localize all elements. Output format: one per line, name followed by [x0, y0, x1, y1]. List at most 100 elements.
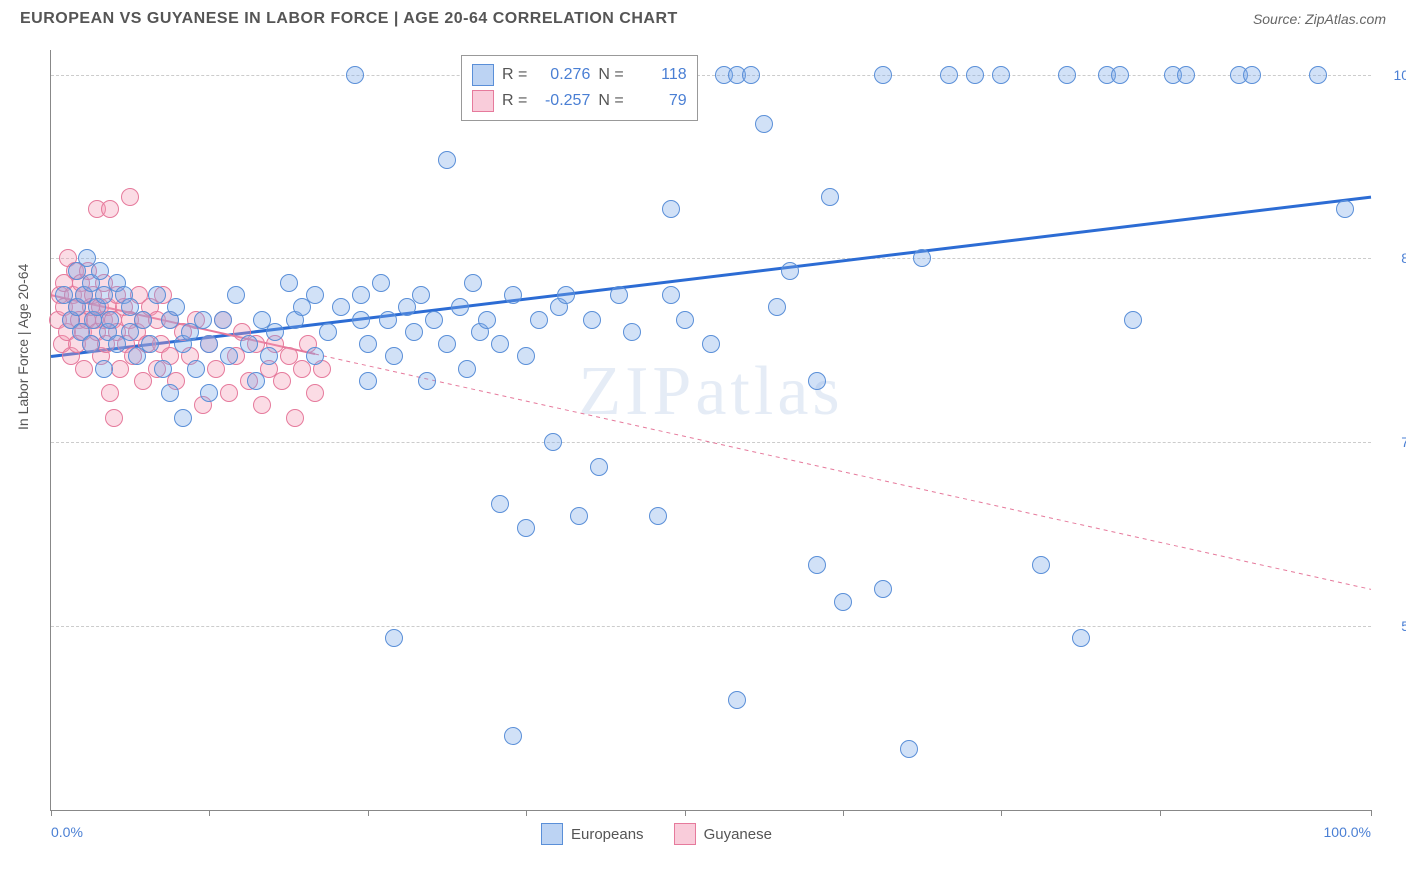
n-value: 79 [632, 92, 687, 110]
data-point [174, 409, 192, 427]
data-point [1032, 556, 1050, 574]
data-point [260, 347, 278, 365]
data-point [451, 298, 469, 316]
data-point [359, 335, 377, 353]
data-point [101, 200, 119, 218]
data-point [491, 335, 509, 353]
data-point [590, 458, 608, 476]
data-point [194, 311, 212, 329]
legend-item-guyanese: Guyanese [674, 823, 772, 845]
data-point [82, 335, 100, 353]
data-point [306, 286, 324, 304]
data-point [95, 360, 113, 378]
data-point [148, 286, 166, 304]
data-point [623, 323, 641, 341]
bottom-legend: Europeans Guyanese [541, 823, 772, 845]
data-point [570, 507, 588, 525]
data-point [768, 298, 786, 316]
data-point [1243, 66, 1261, 84]
data-point [359, 372, 377, 390]
gridline [51, 258, 1371, 259]
data-point [874, 580, 892, 598]
data-point [405, 323, 423, 341]
data-point [438, 151, 456, 169]
data-point [517, 519, 535, 537]
y-tick-label: 70.0% [1381, 434, 1406, 450]
swatch-pink-icon [674, 823, 696, 845]
data-point [101, 311, 119, 329]
legend-item-europeans: Europeans [541, 823, 644, 845]
data-point [332, 298, 350, 316]
gridline [51, 442, 1371, 443]
stats-row-blue: R = 0.276 N = 118 [472, 62, 687, 88]
data-point [187, 360, 205, 378]
data-point [418, 372, 436, 390]
swatch-blue-icon [472, 64, 494, 86]
data-point [105, 409, 123, 427]
n-value: 118 [632, 66, 687, 84]
data-point [134, 311, 152, 329]
data-point [464, 274, 482, 292]
data-point [240, 335, 258, 353]
legend-label: Guyanese [704, 826, 772, 843]
data-point [1336, 200, 1354, 218]
data-point [346, 66, 364, 84]
y-tick-label: 100.0% [1381, 67, 1406, 83]
n-label: N = [598, 92, 623, 110]
data-point [504, 286, 522, 304]
x-tick [1160, 810, 1161, 816]
data-point [91, 262, 109, 280]
stats-row-pink: R = -0.257 N = 79 [472, 88, 687, 114]
data-point [1309, 66, 1327, 84]
data-point [834, 593, 852, 611]
legend-label: Europeans [571, 826, 644, 843]
swatch-pink-icon [472, 90, 494, 112]
data-point [557, 286, 575, 304]
data-point [504, 727, 522, 745]
data-point [900, 740, 918, 758]
data-point [491, 495, 509, 513]
data-point [372, 274, 390, 292]
data-point [220, 384, 238, 402]
trend-line [315, 354, 1371, 589]
data-point [385, 629, 403, 647]
data-point [425, 311, 443, 329]
data-point [1058, 66, 1076, 84]
data-point [1072, 629, 1090, 647]
chart-title: EUROPEAN VS GUYANESE IN LABOR FORCE | AG… [20, 10, 678, 28]
data-point [544, 433, 562, 451]
data-point [742, 66, 760, 84]
data-point [154, 360, 172, 378]
data-point [266, 323, 284, 341]
data-point [75, 360, 93, 378]
data-point [200, 335, 218, 353]
x-tick [526, 810, 527, 816]
data-point [141, 335, 159, 353]
data-point [412, 286, 430, 304]
data-point [458, 360, 476, 378]
x-tick [368, 810, 369, 816]
y-axis-label: In Labor Force | Age 20-64 [15, 264, 31, 430]
data-point [319, 323, 337, 341]
r-label: R = [502, 66, 527, 84]
chart-header: EUROPEAN VS GUYANESE IN LABOR FORCE | AG… [0, 0, 1406, 33]
data-point [530, 311, 548, 329]
data-point [220, 347, 238, 365]
y-tick-label: 85.0% [1381, 250, 1406, 266]
data-point [676, 311, 694, 329]
data-point [121, 188, 139, 206]
data-point [821, 188, 839, 206]
x-tick [51, 810, 52, 816]
data-point [167, 298, 185, 316]
data-point [352, 286, 370, 304]
trend-lines-svg [51, 50, 1371, 810]
data-point [306, 347, 324, 365]
r-value: 0.276 [535, 66, 590, 84]
data-point [478, 311, 496, 329]
data-point [438, 335, 456, 353]
data-point [379, 311, 397, 329]
data-point [227, 286, 245, 304]
data-point [702, 335, 720, 353]
data-point [273, 372, 291, 390]
scatter-chart: ZIPatlas 55.0%70.0%85.0%100.0% R = 0.276… [50, 50, 1371, 811]
